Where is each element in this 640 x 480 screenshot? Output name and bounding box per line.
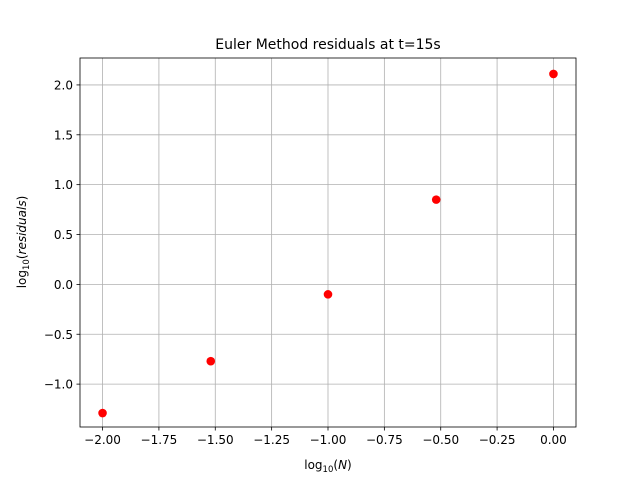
x-tick-label: −1.75 <box>141 433 178 447</box>
y-tick-label: −0.5 <box>44 328 73 342</box>
y-tick-label: 0.0 <box>54 278 73 292</box>
x-tick-label: −0.50 <box>422 433 459 447</box>
grid <box>80 58 576 427</box>
axis-ticks: −2.00 −1.75 −1.50 −1.25 −1.00 −0.75 −0.50 −0.25… <box>44 78 567 447</box>
y-tick-label: 1.0 <box>54 178 73 192</box>
y-tick-label: −1.0 <box>44 378 73 392</box>
data-point <box>206 356 216 366</box>
data-point <box>431 195 441 204</box>
x-tick-label: −1.00 <box>310 433 347 447</box>
y-axis-label: log10(residuals) <box>15 196 32 289</box>
y-tick-label: 2.0 <box>54 78 73 92</box>
x-tick-label: −2.00 <box>84 433 121 447</box>
data-point <box>549 69 558 79</box>
x-tick-label: −1.25 <box>253 433 290 447</box>
x-axis-label: log10(N) <box>304 458 351 475</box>
data-point <box>98 408 107 418</box>
data-points <box>98 69 558 418</box>
x-tick-label: 0.00 <box>540 433 567 447</box>
x-tick-label: −0.75 <box>366 433 403 447</box>
x-tick-label: −0.25 <box>479 433 516 447</box>
x-tick-label: −1.50 <box>197 433 234 447</box>
data-point <box>323 290 333 299</box>
chart-title: Euler Method residuals at t=15s <box>215 37 440 53</box>
y-tick-label: 1.5 <box>54 128 73 142</box>
y-tick-label: 0.5 <box>54 228 73 242</box>
